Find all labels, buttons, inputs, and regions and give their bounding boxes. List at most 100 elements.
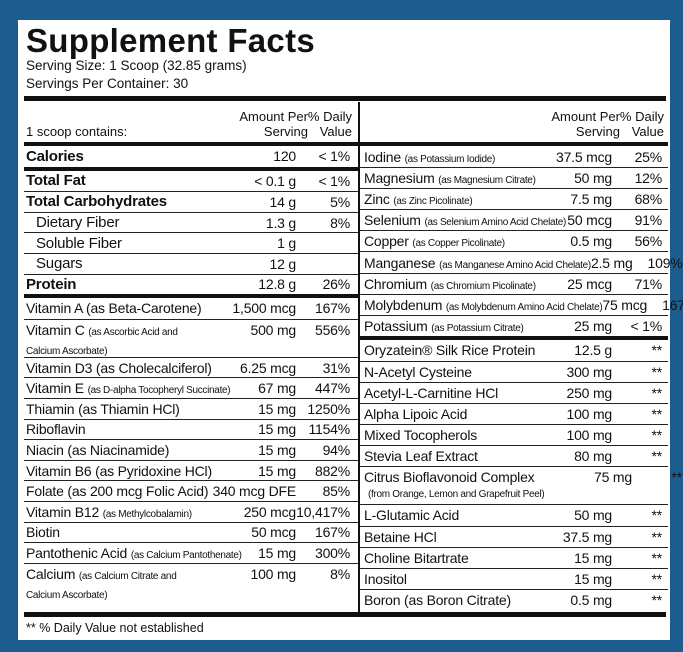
left-column: 1 scoop contains: Amount Per Serving% Dail… bbox=[24, 102, 358, 601]
name-text: Sugars bbox=[36, 255, 83, 273]
nutrient-row: N-Acetyl Cysteine 300 mg ** bbox=[360, 360, 668, 382]
amount: 12 g bbox=[269, 255, 297, 272]
name-note: (as Chromium Picolinate) bbox=[430, 280, 536, 292]
name-text: Copper bbox=[364, 233, 409, 250]
daily-value: 71% bbox=[634, 275, 663, 292]
amount: 1,500 mcg bbox=[232, 300, 296, 317]
dv-header: % Daily Value bbox=[620, 109, 664, 139]
name-text: Zinc bbox=[364, 191, 390, 208]
name-text: Mixed Tocopherols bbox=[364, 427, 478, 444]
header-line: % Daily bbox=[619, 109, 664, 124]
nutrient-name: Betaine HCl bbox=[364, 529, 437, 545]
name-text: Biotin bbox=[26, 524, 60, 541]
nutrient-name: Soluble Fiber bbox=[26, 235, 122, 252]
daily-value: 882% bbox=[314, 462, 350, 479]
rule-bar bbox=[24, 96, 666, 101]
name-text: N-Acetyl Cysteine bbox=[364, 363, 472, 380]
daily-value: ** bbox=[651, 528, 663, 545]
daily-value: < 1% bbox=[318, 148, 351, 165]
name-note: (as Molybdenum Amino Acid Chelate) bbox=[445, 301, 603, 313]
name-text: Calcium bbox=[26, 565, 76, 582]
nutrient-row: Iodine (as Potassium Iodide) 37.5 mcg 25% bbox=[360, 146, 668, 167]
amount: 25 mg bbox=[574, 317, 612, 334]
amount: 67 mg bbox=[258, 380, 296, 397]
serving-size: Serving Size: 1 Scoop (32.85 grams) bbox=[26, 58, 247, 73]
nutrient-group: Oryzatein® Silk Rice Protein 12.5 g ** N-Ac… bbox=[360, 335, 682, 610]
nutrient-row: Copper (as Copper Picolinate) 0.5 mg 56% bbox=[360, 230, 668, 251]
nutrient-name: Sugars bbox=[26, 255, 83, 273]
header-line: Serving bbox=[263, 124, 308, 139]
name-note: (as Methylcobalamin) bbox=[102, 508, 192, 520]
nutrient-row: Total Carbohydrates 14 g 5% bbox=[24, 191, 358, 212]
amount: 15 mg bbox=[258, 462, 296, 479]
nutrient-row: Total Fat < 0.1 g < 1% bbox=[24, 171, 358, 192]
amount: 100 mg bbox=[250, 565, 297, 582]
name-note: (as Ascorbic Acid and Calcium Ascorbate) bbox=[26, 326, 178, 357]
title: Supplement Facts bbox=[26, 22, 316, 59]
name-note: (as Calcium Citrate and Calcium Ascorbat… bbox=[26, 570, 177, 601]
nutrient-name: Selenium (as Selenium Amino Acid Chelate… bbox=[364, 212, 566, 228]
nutrient-name: Calories bbox=[26, 148, 84, 165]
name-note: (as Selenium Amino Acid Chelate) bbox=[424, 217, 567, 229]
nutrient-name: Folate (as 200 mcg Folic Acid) bbox=[26, 483, 208, 499]
name-note: (as Potassium Iodide) bbox=[404, 153, 496, 165]
nutrient-row: Inositol 15 mg ** bbox=[360, 567, 668, 589]
name-text: Vitamin C bbox=[26, 321, 85, 338]
nutrient-name: Riboflavin bbox=[26, 421, 86, 437]
name-text: Thiamin (as Thiamin HCl) bbox=[26, 400, 180, 417]
amount: 100 mg bbox=[566, 427, 613, 444]
daily-value: 8% bbox=[330, 214, 350, 231]
servings-per-container: Servings Per Container: 30 bbox=[26, 76, 189, 91]
nutrient-name: Biotin bbox=[26, 524, 60, 540]
daily-value: ** bbox=[651, 427, 663, 444]
amount: 75 mcg bbox=[602, 296, 648, 313]
nutrient-row: Thiamin (as Thiamin HCl) 15 mg 1250% bbox=[24, 397, 358, 419]
daily-value: 56% bbox=[634, 233, 663, 250]
name-text: Alpha Lipoic Acid bbox=[364, 406, 468, 423]
daily-value: 68% bbox=[634, 191, 663, 208]
nutrient-row: Vitamin C (as Ascorbic Acid and Calcium … bbox=[24, 318, 358, 357]
name-text: Vitamin E bbox=[26, 380, 84, 397]
nutrient-row: Betaine HCl 37.5 mg ** bbox=[360, 525, 668, 547]
nutrient-row: Vitamin D3 (as Cholecalciferol) 6.25 mcg 3… bbox=[24, 356, 358, 378]
amount: 300 mg bbox=[566, 363, 613, 380]
nutrient-row: Vitamin A (as Beta-Carotene) 1,500 mcg 167… bbox=[24, 298, 358, 319]
name-text: Magnesium bbox=[364, 170, 435, 187]
daily-value: ** bbox=[651, 385, 663, 402]
name-text: L-Glutamic Acid bbox=[364, 507, 460, 524]
daily-value: < 1% bbox=[318, 172, 351, 189]
nutrient-row: Citrus Bioflavonoid Complex (from Orange… bbox=[360, 466, 682, 504]
daily-value: ** bbox=[651, 363, 663, 380]
amount: 15 mg bbox=[258, 421, 296, 438]
amount: 15 mg bbox=[574, 570, 612, 587]
header-line: % Daily bbox=[307, 109, 352, 124]
name-text: Citrus Bioflavonoid Complex bbox=[364, 469, 535, 486]
name-text: Betaine HCl bbox=[364, 528, 437, 545]
daily-value: 167% bbox=[314, 524, 350, 541]
name-text: Potassium bbox=[364, 317, 428, 334]
nutrient-name: Protein bbox=[26, 276, 76, 293]
name-text: Dietary Fiber bbox=[36, 214, 120, 232]
header-line: Amount Per bbox=[551, 109, 620, 124]
nutrient-name: Potassium (as Potassium Citrate) bbox=[364, 318, 524, 334]
nutrient-row: Magnesium (as Magnesium Citrate) 50 mg 12% bbox=[360, 167, 668, 188]
nutrient-name: Total Carbohydrates bbox=[26, 193, 167, 210]
nutrient-name: Thiamin (as Thiamin HCl) bbox=[26, 401, 180, 417]
nutrient-name: Acetyl-L-Carnitine HCl bbox=[364, 385, 498, 401]
nutrient-name: Pantothenic Acid (as Calcium Pantothenat… bbox=[26, 545, 242, 561]
nutrient-row: Folate (as 200 mcg Folic Acid) 340 mcg DF… bbox=[24, 480, 358, 501]
name-note: (as D-alpha Tocopheryl Succinate) bbox=[87, 385, 231, 397]
nutrient-name: Choline Bitartrate bbox=[364, 550, 469, 566]
amount: 15 mg bbox=[258, 544, 296, 561]
nutrient-name: Stevia Leaf Extract bbox=[364, 448, 478, 464]
nutrient-row: Soluble Fiber 1 g bbox=[24, 232, 358, 253]
nutrient-row: Pantothenic Acid (as Calcium Pantothenat… bbox=[24, 542, 358, 563]
daily-value: 25% bbox=[634, 148, 663, 165]
amount: 500 mg bbox=[250, 321, 297, 338]
amount: 12.8 g bbox=[258, 276, 296, 293]
amount: 15 mg bbox=[258, 441, 296, 458]
amount: 25 mcg bbox=[567, 275, 612, 292]
nutrient-row: Biotin 50 mcg 167% bbox=[24, 521, 358, 543]
amount: 80 mg bbox=[574, 448, 612, 465]
name-text: Folate (as 200 mcg Folic Acid) bbox=[26, 483, 209, 500]
